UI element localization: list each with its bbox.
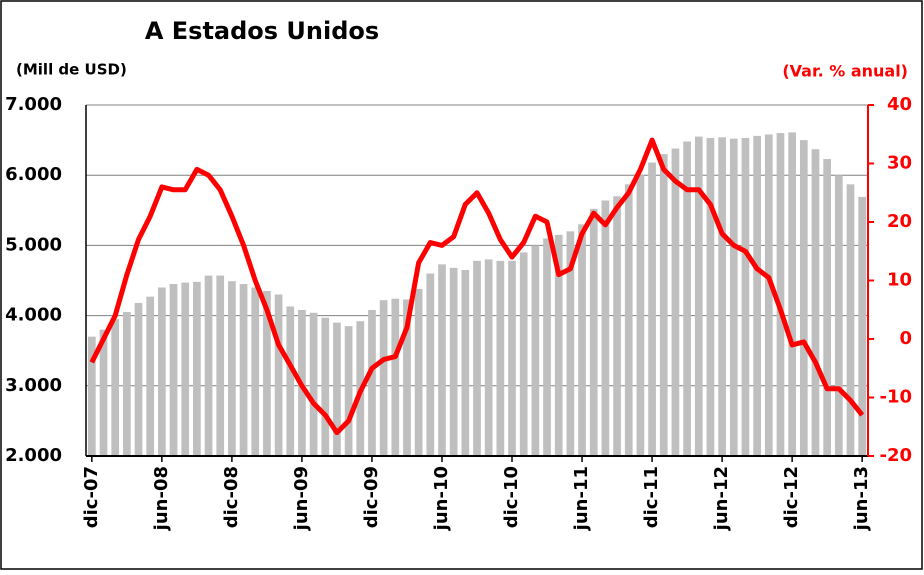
bar — [461, 269, 470, 456]
y-tick-label: 7.000 — [5, 94, 62, 115]
bar — [403, 299, 411, 456]
bar — [601, 200, 610, 456]
bar — [788, 132, 796, 457]
bar — [134, 302, 143, 456]
bar — [648, 162, 656, 456]
bar — [391, 298, 400, 456]
x-tick-label: jun-08 — [151, 466, 172, 531]
bar — [99, 329, 108, 456]
bar — [181, 282, 190, 456]
y-axis-label: (Mill de USD) — [16, 61, 127, 79]
x-tick-label: dic-10 — [501, 466, 522, 528]
y2-tick-label: 10 — [887, 270, 912, 291]
y-tick-label: 2.000 — [5, 445, 62, 466]
bar — [122, 312, 131, 456]
bar — [473, 260, 481, 456]
chart-title: A Estados Unidos — [145, 17, 379, 45]
x-tick-label: dic-08 — [221, 466, 242, 528]
bar — [846, 184, 855, 457]
y-tick-label: 3.000 — [5, 375, 62, 396]
x-tick-label: dic-11 — [641, 466, 662, 528]
bar — [87, 336, 96, 456]
bar — [694, 136, 703, 456]
bar — [274, 294, 283, 456]
bar — [496, 260, 505, 456]
bar — [671, 148, 680, 457]
bar — [449, 267, 458, 456]
bar — [309, 312, 318, 456]
bar — [368, 309, 376, 456]
bar — [554, 234, 563, 456]
bar — [578, 224, 586, 456]
bar — [146, 296, 155, 456]
x-tick-label: jun-12 — [711, 466, 732, 531]
y2-tick-label: -10 — [879, 387, 912, 408]
x-tick-label: dic-12 — [781, 466, 802, 528]
bar — [683, 141, 691, 456]
x-tick-label: jun-11 — [571, 466, 592, 531]
bar — [508, 260, 516, 456]
bar — [111, 319, 120, 456]
bar — [858, 196, 867, 456]
bar — [659, 154, 668, 456]
bar — [426, 273, 435, 456]
y2-tick-label: 30 — [887, 153, 912, 174]
x-tick-label: jun-10 — [431, 466, 452, 531]
bar — [834, 175, 843, 456]
bar — [764, 134, 773, 456]
bar — [718, 137, 726, 457]
bar — [823, 159, 832, 456]
y2-tick-label: 40 — [887, 94, 912, 115]
bar — [414, 288, 423, 456]
bar — [741, 137, 750, 456]
bar — [169, 284, 178, 456]
y2-tick-label: -20 — [879, 445, 912, 466]
bar — [228, 281, 236, 456]
x-tick-label: dic-09 — [361, 466, 382, 528]
bar — [239, 284, 248, 456]
bar — [613, 196, 621, 456]
bar — [566, 231, 575, 456]
bar — [321, 317, 330, 456]
bar — [624, 184, 633, 457]
bar — [519, 252, 528, 456]
bar — [286, 306, 295, 456]
bar — [251, 287, 260, 456]
bar — [811, 149, 820, 456]
line — [89, 137, 865, 436]
bar — [799, 140, 808, 456]
bar — [706, 137, 715, 456]
bar — [216, 275, 225, 456]
y2-tick-label: 20 — [887, 211, 912, 232]
x-tick-label: jun-13 — [851, 466, 872, 531]
bar — [753, 135, 761, 456]
bar — [438, 264, 446, 456]
bar — [729, 138, 738, 457]
bar — [636, 175, 645, 456]
y-tick-label: 4.000 — [5, 305, 62, 326]
bar — [193, 281, 201, 456]
bar — [333, 322, 341, 456]
y2-axis-label: (Var. % anual) — [782, 62, 908, 81]
bar — [484, 259, 493, 456]
x-tick-label: jun-09 — [291, 466, 312, 531]
bar — [776, 133, 785, 456]
bar — [263, 291, 271, 456]
y-tick-label: 5.000 — [5, 234, 62, 255]
bar — [204, 275, 213, 456]
bar — [543, 238, 551, 456]
bar — [531, 245, 540, 456]
y-tick-label: 6.000 — [5, 164, 62, 185]
bar — [158, 287, 166, 456]
bar — [344, 326, 353, 456]
x-tick-label: dic-07 — [81, 466, 102, 528]
bar — [589, 208, 598, 456]
bar — [379, 300, 388, 456]
y2-tick-label: 0 — [899, 328, 912, 349]
